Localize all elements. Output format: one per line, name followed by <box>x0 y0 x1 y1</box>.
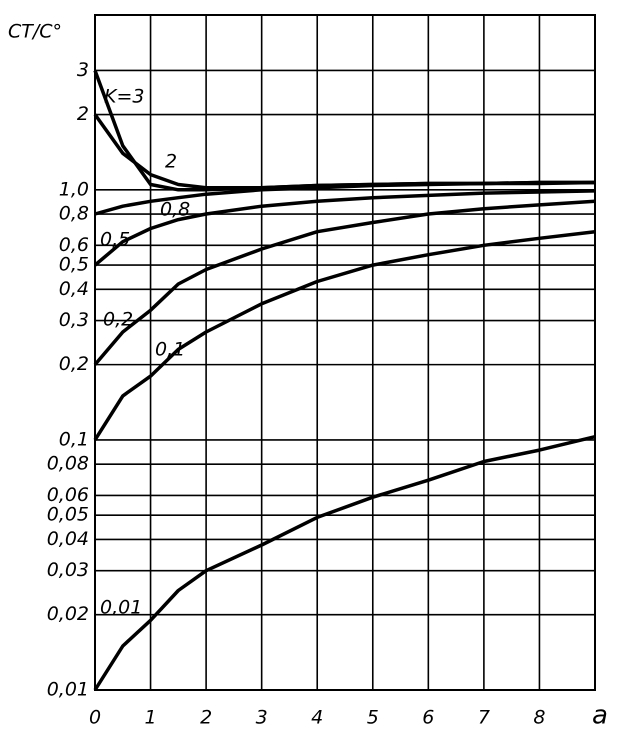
x-tick-label: 2 <box>200 707 212 729</box>
x-tick-label: 4 <box>311 707 323 729</box>
y-tick-label: 0,02 <box>47 603 89 625</box>
x-tick-label: 6 <box>422 707 434 729</box>
x-tick-label: 3 <box>256 707 268 729</box>
series-line <box>93 189 596 267</box>
series-label: 0,5 <box>100 229 130 251</box>
y-tick-label: 0,3 <box>59 309 89 331</box>
series-label: K=3 <box>104 86 144 108</box>
x-tick-label: 1 <box>145 707 157 729</box>
series-label: 0,1 <box>155 339 185 361</box>
series-line <box>93 199 596 366</box>
y-tick-label: 0,05 <box>47 504 89 526</box>
y-tick-label: 0,04 <box>47 528 89 550</box>
y-tick-label: 2 <box>77 103 89 125</box>
y-tick-label: 0,06 <box>47 484 89 506</box>
y-tick-label: 0,08 <box>47 453 89 475</box>
y-tick-label: 0,6 <box>59 234 89 256</box>
series-label: 0,01 <box>100 597 142 619</box>
y-tick-label: 0,03 <box>47 559 89 581</box>
y-axis-label: CT/C° <box>8 21 62 43</box>
x-tick-label: 0 <box>89 707 101 729</box>
y-tick-label: 0,1 <box>59 428 89 450</box>
x-tick-label: 5 <box>367 707 379 729</box>
y-tick-label: 0,2 <box>59 353 89 375</box>
series-label: 0,8 <box>160 199 190 221</box>
y-tick-label: 1,0 <box>59 178 89 200</box>
series-line <box>93 229 596 441</box>
x-tick-label: 7 <box>478 707 490 729</box>
series-label: 0,2 <box>103 309 133 331</box>
series-line <box>93 434 596 691</box>
x-tick-label: 8 <box>533 707 545 729</box>
y-tick-label: 3 <box>77 59 89 81</box>
y-tick-label: 0,8 <box>59 203 89 225</box>
series-line <box>94 180 596 216</box>
y-tick-label: 0,5 <box>59 254 89 276</box>
series-label: 2 <box>165 151 177 173</box>
y-tick-label: 0,01 <box>47 679 89 701</box>
y-tick-label: 0,4 <box>59 278 89 300</box>
x-axis-label: a <box>592 701 608 731</box>
